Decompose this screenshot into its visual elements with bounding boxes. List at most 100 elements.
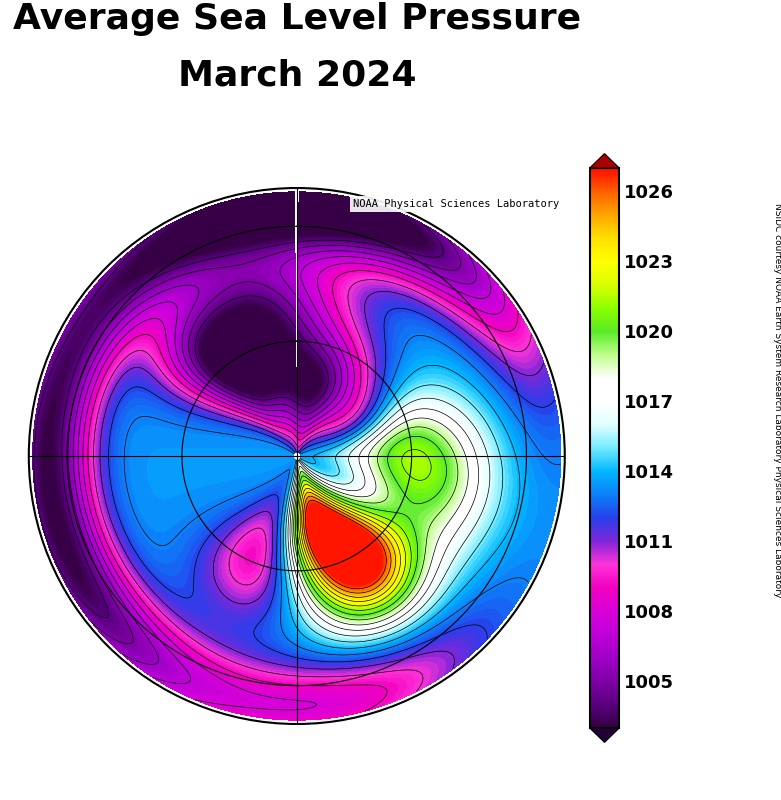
Point [291, 450, 303, 462]
Point [291, 450, 303, 462]
Point [291, 450, 303, 462]
Point [291, 450, 303, 462]
Point [291, 450, 303, 462]
Point [291, 450, 303, 462]
Point [291, 450, 303, 462]
Point [291, 450, 303, 462]
Point [291, 450, 303, 462]
Point [291, 450, 303, 462]
Point [291, 450, 303, 462]
Point [291, 450, 303, 462]
Point [291, 450, 303, 462]
Point [291, 450, 303, 462]
Point [291, 450, 303, 462]
Text: March 2024: March 2024 [177, 58, 416, 92]
Point [291, 450, 303, 462]
Point [291, 450, 303, 462]
Point [291, 450, 303, 462]
Point [291, 450, 303, 462]
Point [291, 450, 303, 462]
Point [291, 450, 303, 462]
Point [291, 450, 303, 462]
Point [291, 450, 303, 462]
Point [291, 450, 303, 462]
Point [291, 450, 303, 462]
Point [291, 450, 303, 462]
Point [291, 450, 303, 462]
Point [291, 450, 303, 462]
Point [291, 450, 303, 462]
Point [291, 450, 303, 462]
Point [291, 450, 303, 462]
Point [291, 450, 303, 462]
Point [291, 450, 303, 462]
Point [291, 450, 303, 462]
Point [291, 450, 303, 462]
Point [291, 450, 303, 462]
Point [291, 450, 303, 462]
Point [291, 450, 303, 462]
Point [291, 450, 303, 462]
Point [291, 450, 303, 462]
Point [291, 450, 303, 462]
Point [291, 450, 303, 462]
Text: Average Sea Level Pressure: Average Sea Level Pressure [12, 2, 581, 36]
Point [291, 450, 303, 462]
Point [291, 450, 303, 462]
Point [291, 450, 303, 462]
Point [291, 450, 303, 462]
Point [291, 450, 303, 462]
Point [291, 450, 303, 462]
Point [291, 450, 303, 462]
Point [291, 450, 303, 462]
Point [291, 450, 303, 462]
Point [291, 450, 303, 462]
Point [291, 450, 303, 462]
Point [291, 450, 303, 462]
Point [291, 450, 303, 462]
Point [291, 450, 303, 462]
Point [291, 450, 303, 462]
Point [291, 450, 303, 462]
Point [291, 450, 303, 462]
Point [291, 450, 303, 462]
Point [291, 450, 303, 462]
Point [291, 450, 303, 462]
Point [291, 450, 303, 462]
Point [291, 450, 303, 462]
Point [291, 450, 303, 462]
Point [291, 450, 303, 462]
Point [291, 450, 303, 462]
Point [291, 450, 303, 462]
Point [291, 450, 303, 462]
Point [291, 450, 303, 462]
Point [291, 450, 303, 462]
Point [291, 450, 303, 462]
Point [291, 450, 303, 462]
Point [291, 450, 303, 462]
Point [291, 450, 303, 462]
Point [291, 450, 303, 462]
Point [291, 450, 303, 462]
Point [291, 450, 303, 462]
Point [291, 450, 303, 462]
Point [291, 450, 303, 462]
Point [291, 450, 303, 462]
Point [291, 450, 303, 462]
Point [291, 450, 303, 462]
Point [291, 450, 303, 462]
Point [291, 450, 303, 462]
Point [291, 450, 303, 462]
Point [291, 450, 303, 462]
Point [291, 450, 303, 462]
Point [291, 450, 303, 462]
Point [291, 450, 303, 462]
Point [291, 450, 303, 462]
Point [291, 450, 303, 462]
Point [291, 450, 303, 462]
Point [291, 450, 303, 462]
Point [291, 450, 303, 462]
Point [291, 450, 303, 462]
Point [291, 450, 303, 462]
Point [291, 450, 303, 462]
